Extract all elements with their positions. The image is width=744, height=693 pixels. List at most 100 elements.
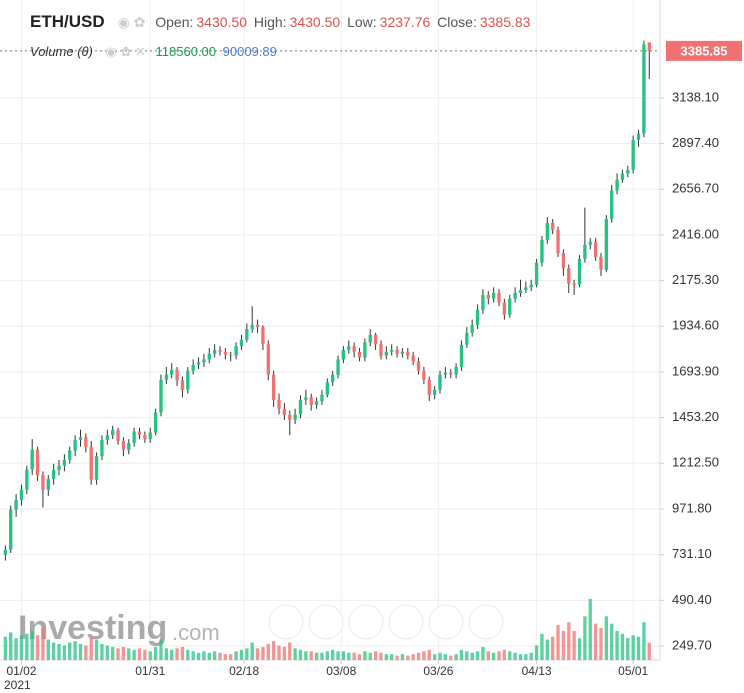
volume-bar <box>148 651 152 660</box>
volume-bar <box>449 655 453 660</box>
volume-bar <box>111 646 115 660</box>
candle-body <box>593 241 598 257</box>
x-tick-label: 01/02 <box>6 664 36 678</box>
zoom-out-button[interactable] <box>348 604 384 640</box>
volume-bar <box>46 639 50 660</box>
candle-body <box>454 367 458 375</box>
volume-bar <box>288 642 292 660</box>
scroll-left-button[interactable] <box>268 604 304 640</box>
zoom-buttons <box>268 604 504 640</box>
y-tick-label: 1453.20 <box>672 409 719 424</box>
volume-bar <box>89 638 93 660</box>
candle-body <box>170 369 174 375</box>
legend-icons[interactable]: ◉ ✿ ✕ <box>105 44 146 59</box>
volume-bar <box>9 632 13 660</box>
y-tick-label: 1934.60 <box>672 318 719 333</box>
candle-body <box>642 44 646 134</box>
x-tick-label: 05/01 <box>618 664 648 678</box>
volume-bar <box>196 652 201 660</box>
volume-bar <box>395 655 399 660</box>
volume-bar <box>229 654 233 660</box>
legend-icons[interactable]: ◉ ✿ <box>117 14 146 30</box>
candle-body <box>411 355 415 362</box>
candle-body <box>186 370 190 390</box>
candle-body <box>175 369 179 381</box>
x-tick-label: 04/13 <box>522 664 552 678</box>
volume-bar <box>293 648 297 660</box>
candle-body <box>459 344 464 368</box>
volume-bar <box>475 651 480 660</box>
volume-bar <box>583 616 587 660</box>
candle-body <box>19 489 24 500</box>
candle-body <box>41 475 45 490</box>
volume-bar <box>620 633 625 660</box>
y-tick-label: 1212.50 <box>672 455 719 470</box>
volume-bar <box>78 644 83 660</box>
candle-body <box>266 344 270 375</box>
zoom-out-button[interactable] <box>428 604 464 640</box>
volume-bar <box>100 644 104 660</box>
x-tick-label: 02/18 <box>229 664 259 678</box>
candle-body <box>304 397 308 400</box>
x-tick-label: 03/26 <box>423 664 453 678</box>
volume-bar <box>636 636 641 660</box>
candle-body <box>137 431 142 435</box>
candle-body <box>368 334 372 343</box>
volume-bar <box>379 652 383 660</box>
volume-bar <box>127 648 131 660</box>
volume-bar <box>416 652 421 660</box>
candle-body <box>352 346 356 352</box>
open-value: 3430.50 <box>196 14 247 30</box>
candle-body <box>502 302 507 315</box>
candle-body <box>84 437 88 447</box>
candle-body <box>212 349 217 354</box>
volume-bar <box>604 616 609 660</box>
y-tick-label: 971.80 <box>672 500 712 515</box>
volume-bar <box>218 652 222 660</box>
y-tick-label: 1693.90 <box>672 363 719 378</box>
candle-body <box>497 292 501 303</box>
volume-bar <box>545 639 549 660</box>
volume-bar <box>309 651 313 660</box>
volume-bar <box>508 651 512 660</box>
candle-body <box>132 431 136 443</box>
volume-bar <box>143 649 147 660</box>
candle-body <box>239 339 244 347</box>
candle-body <box>363 342 367 358</box>
candle-body <box>293 414 297 420</box>
candle-body <box>449 372 453 375</box>
high-value: 3430.50 <box>289 14 341 30</box>
candle-body <box>626 169 630 174</box>
candle-body <box>518 289 523 293</box>
volume-bar <box>491 652 496 660</box>
volume-bar <box>599 628 603 660</box>
candle-body <box>320 394 324 402</box>
volume-bar <box>465 651 469 660</box>
candle-body <box>384 351 389 356</box>
volume-bar <box>25 633 29 660</box>
y-tick-label: 2897.40 <box>672 135 719 150</box>
volume-bar <box>261 646 265 660</box>
volume-bar <box>529 652 533 660</box>
volume-bar <box>470 652 474 660</box>
candle-body <box>314 401 319 405</box>
y-tick-label: 731.10 <box>672 546 712 561</box>
candle-body <box>379 344 383 356</box>
candle-body <box>51 469 56 479</box>
volume-bar <box>368 652 372 660</box>
candle-body <box>223 351 228 355</box>
volume-bar <box>406 655 410 660</box>
candle-body <box>202 359 206 363</box>
zoom-in-button[interactable] <box>388 604 424 640</box>
zoom-in-button[interactable] <box>308 604 344 640</box>
candle-body <box>234 346 238 356</box>
candle-body <box>540 239 544 263</box>
candle-body <box>196 362 201 365</box>
scroll-right-button[interactable] <box>468 604 504 640</box>
volume-bar <box>561 630 566 660</box>
candle-body <box>100 439 104 457</box>
volume-bar <box>534 645 539 660</box>
volume-bar <box>502 649 507 660</box>
volume-bar <box>556 625 560 660</box>
volume-bar <box>19 635 24 660</box>
